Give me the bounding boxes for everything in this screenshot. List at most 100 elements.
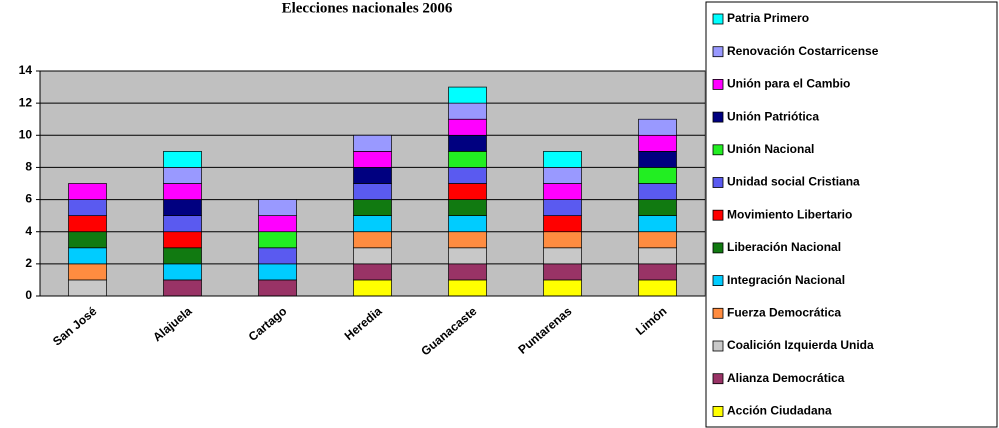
y-tick-label: 0 <box>25 288 32 302</box>
bar-segment <box>543 215 582 233</box>
bar-segment <box>68 231 107 249</box>
bar-segment <box>353 183 392 200</box>
y-tick-label: 2 <box>25 256 32 270</box>
y-tick-label: 8 <box>25 160 32 174</box>
bar-segment <box>448 231 487 249</box>
bar-segment <box>258 263 297 281</box>
bar-segment <box>163 167 202 184</box>
legend-swatch <box>712 111 724 123</box>
legend-label: Liberación Nacional <box>727 240 841 254</box>
y-tick-label: 10 <box>19 127 33 141</box>
bar-segment <box>448 118 487 136</box>
legend-box <box>705 1 998 428</box>
bar-segment <box>353 167 392 184</box>
x-tick-label: Alajuela <box>150 304 195 345</box>
bar-segment <box>68 183 107 200</box>
bar-segment <box>68 247 107 265</box>
y-tick-label: 14 <box>19 63 33 77</box>
bar-segment <box>638 231 677 249</box>
x-tick-label: Heredia <box>342 304 385 343</box>
bar-segment <box>353 279 392 297</box>
bar-segment <box>68 279 107 297</box>
bar-segment <box>258 215 297 233</box>
bar-segment <box>448 167 487 184</box>
legend-label: Fuerza Democrática <box>727 305 841 319</box>
legend-label: Unión para el Cambio <box>727 77 850 91</box>
legend-label: Alianza Democrática <box>727 371 845 385</box>
bar-segment <box>163 199 202 216</box>
bar-segment <box>353 247 392 265</box>
legend-label: Unión Patriótica <box>727 109 819 123</box>
bar-segment <box>163 247 202 265</box>
x-tick-label: Limón <box>633 304 670 338</box>
legend-swatch <box>712 405 724 417</box>
bar-segment <box>638 215 677 233</box>
bar-segment <box>68 263 107 281</box>
bar-segment <box>638 118 677 136</box>
bar-segment <box>543 263 582 281</box>
legend-swatch <box>712 242 724 254</box>
legend-label: Renovación Costarricense <box>727 44 879 58</box>
bar-segment <box>353 231 392 249</box>
bar-segment <box>448 134 487 152</box>
bar-segment <box>353 263 392 281</box>
y-tick-label: 12 <box>19 95 33 109</box>
bar-segment <box>638 279 677 297</box>
bar-segment <box>543 183 582 200</box>
bar-segment <box>448 183 487 200</box>
bar-segment <box>638 151 677 168</box>
bar-segment <box>68 215 107 233</box>
legend-label: Unión Nacional <box>727 142 814 156</box>
x-tick-label: Cartago <box>246 304 290 344</box>
bar-segment <box>258 231 297 249</box>
y-tick-label: 6 <box>25 192 32 206</box>
bar-segment <box>448 199 487 216</box>
legend-swatch <box>712 13 724 25</box>
legend-swatch <box>712 373 724 385</box>
bar-segment <box>448 215 487 233</box>
bar-segment <box>543 247 582 265</box>
bar-segment <box>163 151 202 168</box>
bar-segment <box>448 263 487 281</box>
bar-segment <box>163 231 202 249</box>
x-tick-label: Guanacaste <box>418 304 479 359</box>
bar-segment <box>638 167 677 184</box>
legend-swatch <box>712 340 724 352</box>
bar-segment <box>638 247 677 265</box>
bar-segment <box>163 263 202 281</box>
legend-swatch <box>712 177 724 188</box>
bar-segment <box>163 183 202 200</box>
bar-segment <box>448 151 487 168</box>
bar-segment <box>448 102 487 120</box>
legend-label: Coalición Izquierda Unida <box>727 338 874 352</box>
bar-segment <box>353 151 392 168</box>
bar-segment <box>258 247 297 265</box>
bar-segment <box>543 151 582 168</box>
bar-segment <box>353 134 392 152</box>
bar-segment <box>638 199 677 216</box>
bar-segment <box>543 231 582 249</box>
chart-title: Elecciones nacionales 2006 <box>282 0 453 16</box>
bar-segment <box>543 199 582 216</box>
legend-label: Patria Primero <box>727 11 809 25</box>
bar-segment <box>638 263 677 281</box>
bar-segment <box>638 134 677 152</box>
legend-swatch <box>712 275 724 287</box>
bar-segment <box>448 247 487 265</box>
x-tick-label: Puntarenas <box>515 304 574 357</box>
legend-label: Movimiento Libertario <box>727 207 852 221</box>
bar-segment <box>163 215 202 233</box>
bar-segment <box>258 199 297 216</box>
legend-swatch <box>712 79 724 90</box>
bar-segment <box>258 279 297 297</box>
bar-segment <box>448 279 487 297</box>
bar-segment <box>68 199 107 216</box>
legend-label: Acción Ciudadana <box>727 404 832 418</box>
y-tick-label: 4 <box>25 224 32 238</box>
bar-segment <box>163 279 202 297</box>
legend-swatch <box>712 46 724 58</box>
legend-swatch <box>712 209 724 221</box>
bar-segment <box>448 86 487 104</box>
